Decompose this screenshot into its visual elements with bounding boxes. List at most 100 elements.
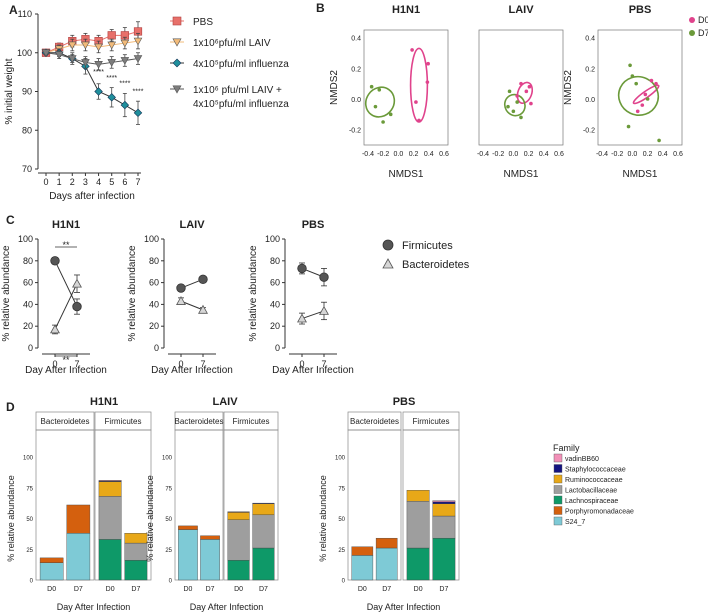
b-x-tick-label: 0.0: [394, 151, 404, 158]
b-x-tick-label: 0.0: [509, 151, 519, 158]
c-point: [176, 296, 186, 305]
b-x-tick-label: -0.4: [477, 151, 489, 158]
b-point-d0: [524, 89, 529, 94]
b-legend-label: D7: [698, 28, 708, 38]
d-legend-swatch: [553, 464, 563, 473]
d-y-tick-label: 50: [338, 517, 345, 523]
d-legend-swatch: [553, 485, 563, 494]
b-plot-frame: [363, 29, 449, 146]
b-x-label: NMDS1: [503, 169, 538, 180]
a-x-tick-label: 4: [96, 177, 101, 187]
b-point-d7: [628, 63, 632, 68]
b-point-d7: [507, 89, 512, 94]
c-point: [297, 263, 307, 274]
a-x-label: Days after infection: [49, 191, 135, 202]
a-y-tick-label: 70: [22, 164, 32, 174]
b-y-tick-label: 0.2: [351, 66, 361, 73]
c-y-tick-label: 40: [23, 299, 33, 309]
b-point-d7: [373, 104, 378, 109]
b-x-tick-label: 0.0: [628, 151, 638, 158]
c-y-tick-label: 60: [23, 278, 33, 288]
c-x-tick-label: 7: [74, 359, 79, 369]
d-bar-segment: [98, 481, 122, 497]
d-y-tick-label: 100: [335, 456, 346, 462]
b-x-tick-label: 0.6: [439, 151, 449, 158]
b-y-tick-label: -0.2: [349, 128, 361, 135]
d-bar-segment: [432, 500, 456, 503]
a-significance: ****: [133, 88, 144, 95]
b-x-tick-label: 0.4: [424, 151, 434, 158]
b-point-d7: [506, 104, 510, 109]
b-point-d0: [635, 109, 640, 114]
c-y-tick-label: 0: [28, 343, 33, 353]
b-x-label: NMDS1: [388, 169, 423, 180]
b-point-d7: [377, 88, 382, 92]
a-x-tick-label: 2: [70, 177, 75, 187]
a-legend-label: PBS: [193, 17, 213, 28]
c-y-tick-label: 80: [270, 256, 280, 266]
d-bar-segment: [432, 515, 456, 539]
d-bar-segment: [252, 502, 275, 504]
c-point: [72, 301, 82, 312]
c-point: [319, 305, 329, 315]
panel-label-b: B: [316, 1, 325, 15]
d-bar-segment: [406, 501, 430, 549]
c-legend-label: Bacteroidetes: [402, 259, 470, 271]
b-x-tick-label: 0.2: [524, 151, 534, 158]
b-x-tick-label: -0.4: [596, 151, 608, 158]
b-point-d7: [626, 124, 631, 129]
b-x-tick-label: -0.4: [362, 151, 374, 158]
b-ellipse: [409, 47, 429, 123]
a-point: [107, 59, 117, 67]
c-legend-marker: [382, 239, 394, 251]
c-y-tick-label: 100: [265, 234, 280, 244]
b-y-label: NMDS2: [563, 70, 574, 105]
c-y-tick-label: 60: [270, 278, 280, 288]
d-legend-label: S24_7: [565, 519, 585, 526]
b-y-tick-label: 0.0: [585, 97, 595, 104]
c-plot-title: H1N1: [52, 219, 80, 231]
a-legend-marker: [172, 58, 182, 68]
d-x-label: Day After Infection: [190, 602, 264, 612]
c-x-tick-label: 7: [321, 359, 326, 369]
d-bar-segment: [124, 560, 148, 581]
b-point-d0: [426, 61, 430, 66]
c-y-tick-label: 80: [149, 256, 159, 266]
a-legend-label: 1x10⁶pfu/ml LAIV: [193, 38, 271, 49]
d-y-label: % relative abundance: [145, 475, 155, 562]
d-bar-segment: [406, 547, 430, 581]
b-x-tick-label: -0.2: [611, 151, 623, 158]
c-significance: **: [62, 240, 70, 250]
d-y-label: % relative abundance: [6, 475, 16, 562]
b-point-d7: [381, 120, 385, 124]
c-x-tick-label: 0: [52, 359, 57, 369]
c-x-label: Day After Infection: [151, 365, 233, 376]
d-facet-panel: [402, 429, 460, 581]
c-y-label: % relative abundance: [248, 245, 259, 342]
d-y-tick-label: 75: [338, 486, 345, 492]
d-facet-label: Bacteroidetes: [175, 417, 224, 426]
a-point: [133, 37, 143, 46]
a-x-tick-label: 3: [83, 177, 88, 187]
b-point-d0: [519, 81, 523, 86]
a-legend-label: 4x10⁵pfu/ml influenza: [193, 99, 289, 110]
d-facet-label: Bacteroidetes: [350, 417, 399, 426]
b-y-tick-label: 0.4: [351, 36, 361, 43]
b-plot-frame: [478, 29, 564, 146]
c-legend-label: Firmicutes: [402, 240, 453, 252]
b-point-d7: [519, 115, 523, 120]
c-point: [72, 278, 82, 288]
d-bar-segment: [124, 533, 148, 544]
d-facet-panel: [347, 429, 402, 581]
d-x-tick-label: D0: [234, 586, 243, 593]
b-x-tick-label: 0.4: [539, 151, 549, 158]
panel-label-a: A: [9, 3, 18, 17]
d-y-tick-label: 50: [26, 517, 33, 523]
c-y-tick-label: 20: [23, 321, 33, 331]
d-x-tick-label: D7: [206, 586, 215, 593]
b-point-d0: [649, 78, 654, 83]
d-legend-swatch: [553, 495, 563, 505]
d-bar-segment: [66, 504, 91, 534]
d-y-tick-label: 25: [338, 548, 345, 554]
